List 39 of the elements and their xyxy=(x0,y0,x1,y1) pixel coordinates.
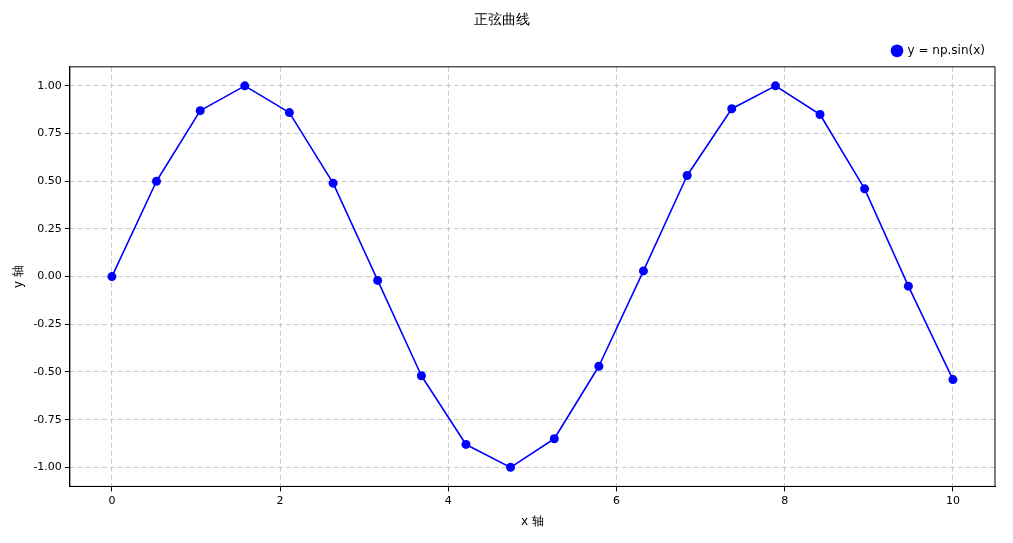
point xyxy=(860,184,870,194)
point xyxy=(682,171,692,181)
y-tick-label: 0.75 xyxy=(37,126,62,140)
point xyxy=(770,81,780,91)
point xyxy=(373,275,383,285)
x-tick-label: 4 xyxy=(444,493,452,507)
point xyxy=(328,178,338,188)
y-axis-title: y 轴 xyxy=(11,265,26,289)
point xyxy=(284,108,294,118)
x-tick-label: 10 xyxy=(945,493,960,507)
point xyxy=(107,272,117,282)
point xyxy=(549,434,559,444)
point xyxy=(195,106,205,116)
y-tick-label: -0.25 xyxy=(33,317,62,331)
point xyxy=(461,439,471,449)
y-tick-label: 0.25 xyxy=(37,221,62,235)
point xyxy=(240,81,250,91)
point xyxy=(948,375,958,385)
x-tick-label: 2 xyxy=(276,493,284,507)
y-tick-label: 0.50 xyxy=(37,174,62,188)
x-tick-label: 8 xyxy=(781,493,789,507)
chart-title: 正弦曲线 xyxy=(473,11,530,28)
point xyxy=(638,266,648,276)
point xyxy=(815,109,825,119)
x-axis-title: x 轴 xyxy=(520,513,544,528)
y-tick-label: -0.75 xyxy=(33,412,62,426)
legend-label: y = np.sin(x) xyxy=(907,42,986,57)
y-tick-label: 1.00 xyxy=(37,78,62,92)
point xyxy=(416,371,426,381)
point xyxy=(506,462,516,472)
y-tick-label: 0.00 xyxy=(37,269,62,283)
point xyxy=(151,176,161,186)
point xyxy=(594,361,604,371)
point xyxy=(903,281,913,291)
x-tick-label: 6 xyxy=(613,493,621,507)
point xyxy=(727,104,737,114)
x-tick-label: 0 xyxy=(108,493,116,507)
y-tick-label: -0.50 xyxy=(33,364,62,378)
y-tick-label: -1.00 xyxy=(33,460,62,474)
